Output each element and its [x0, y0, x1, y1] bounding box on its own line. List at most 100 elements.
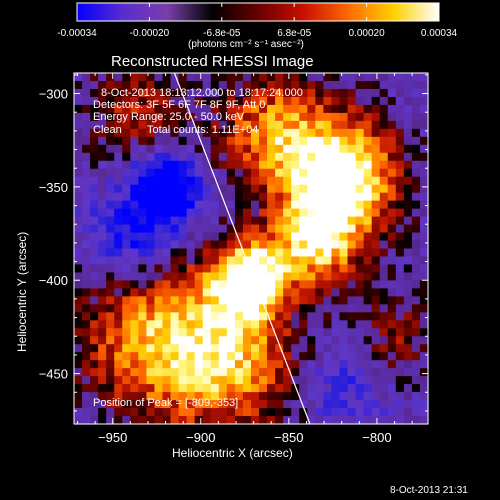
- heatmap-cell: [411, 176, 421, 186]
- heatmap-cell: [363, 104, 373, 114]
- heatmap-cell: [82, 328, 91, 337]
- heatmap-cell: [275, 112, 284, 122]
- heatmap-cell: [162, 304, 172, 313]
- heatmap-cell: [307, 224, 316, 234]
- colorbar-tick-label: 0.00020: [349, 28, 386, 39]
- heatmap-cell: [251, 288, 260, 297]
- heatmap-cell: [395, 280, 405, 289]
- heatmap-cell: [194, 208, 204, 218]
- heatmap-cell: [82, 312, 91, 321]
- heatmap-cell: [90, 232, 99, 242]
- heatmap-cell: [403, 336, 413, 345]
- heatmap-cell: [114, 136, 123, 146]
- heatmap-cell: [371, 392, 381, 401]
- heatmap-cell: [218, 176, 228, 186]
- heatmap-cell: [251, 376, 260, 385]
- heatmap-cell: [74, 104, 83, 114]
- heatmap-cell: [90, 280, 99, 289]
- heatmap-cell: [130, 264, 139, 274]
- heatmap-cell: [347, 320, 357, 329]
- heatmap-cell: [162, 280, 172, 289]
- heatmap-cell: [419, 392, 429, 401]
- heatmap-cell: [411, 352, 421, 361]
- heatmap-cell: [234, 296, 244, 305]
- heatmap-cell: [419, 136, 429, 146]
- heatmap-cell: [283, 264, 292, 274]
- heatmap-cell: [154, 392, 164, 401]
- y-tick-label: −300: [39, 87, 68, 102]
- heatmap-cell: [355, 392, 365, 401]
- heatmap-cell: [411, 224, 421, 234]
- heatmap-cell: [210, 360, 220, 369]
- heatmap-cell: [283, 240, 292, 250]
- heatmap-cell: [355, 73, 365, 82]
- heatmap-cell: [379, 264, 389, 274]
- heatmap-cell: [251, 192, 260, 202]
- heatmap-cell: [299, 304, 308, 313]
- heatmap-cell: [202, 160, 212, 170]
- heatmap-cell: [251, 176, 260, 186]
- heatmap-cell: [170, 144, 180, 154]
- heatmap-cell: [114, 376, 123, 385]
- chart-title: Reconstructed RHESSI Image: [111, 53, 314, 70]
- heatmap-cell: [419, 104, 429, 114]
- heatmap-cell: [122, 120, 131, 130]
- heatmap-cell: [355, 416, 365, 425]
- heatmap-cell: [226, 288, 236, 297]
- heatmap-cell: [234, 184, 244, 194]
- heatmap-cell: [138, 136, 148, 146]
- heatmap-cell: [226, 136, 236, 146]
- heatmap-cell: [371, 168, 381, 178]
- heatmap-cell: [122, 168, 131, 178]
- heatmap-cell: [387, 272, 397, 282]
- heatmap-cell: [323, 408, 333, 417]
- heatmap-cell: [138, 376, 148, 385]
- heatmap-cell: [234, 88, 244, 98]
- heatmap-cell: [331, 200, 341, 210]
- heatmap-cell: [138, 408, 148, 417]
- heatmap-cell: [234, 376, 244, 385]
- heatmap-cell: [202, 352, 212, 361]
- heatmap-cell: [419, 304, 429, 313]
- heatmap-cell: [82, 208, 91, 218]
- heatmap-cell: [403, 296, 413, 305]
- heatmap-cell: [291, 73, 300, 82]
- heatmap-cell: [122, 208, 131, 218]
- heatmap-cell: [347, 144, 357, 154]
- heatmap-cell: [106, 160, 115, 170]
- heatmap-cell: [226, 96, 236, 106]
- heatmap-cell: [371, 328, 381, 337]
- heatmap-cell: [234, 192, 244, 202]
- heatmap-cell: [371, 400, 381, 409]
- heatmap-cell: [419, 240, 429, 250]
- heatmap-cell: [403, 224, 413, 234]
- heatmap-cell: [331, 192, 341, 202]
- heatmap-cell: [251, 344, 260, 353]
- heatmap-cell: [267, 144, 276, 154]
- heatmap-cell: [90, 104, 99, 114]
- heatmap-cell: [291, 104, 300, 114]
- heatmap-cell: [122, 400, 131, 409]
- heatmap-cell: [90, 304, 99, 313]
- heatmap-cell: [202, 80, 212, 90]
- heatmap-cell: [315, 80, 325, 90]
- heatmap-cell: [307, 144, 316, 154]
- heatmap-cell: [275, 96, 284, 106]
- heatmap-cell: [90, 192, 99, 202]
- heatmap-cell: [178, 120, 188, 130]
- heatmap-cell: [234, 136, 244, 146]
- footer-date: 8-Oct-2013 21:31: [390, 485, 468, 496]
- heatmap-cell: [82, 320, 91, 329]
- heatmap-cell: [355, 368, 365, 377]
- heatmap-cell: [323, 152, 333, 162]
- heatmap-cell: [291, 400, 300, 409]
- heatmap-cell: [387, 176, 397, 186]
- heatmap-cell: [178, 112, 188, 122]
- heatmap-cell: [307, 200, 316, 210]
- heatmap-cell: [242, 128, 252, 138]
- heatmap-cell: [339, 88, 349, 98]
- heatmap-cell: [291, 272, 300, 282]
- heatmap-cell: [275, 232, 284, 242]
- heatmap-cell: [98, 256, 107, 266]
- heatmap-cell: [395, 400, 405, 409]
